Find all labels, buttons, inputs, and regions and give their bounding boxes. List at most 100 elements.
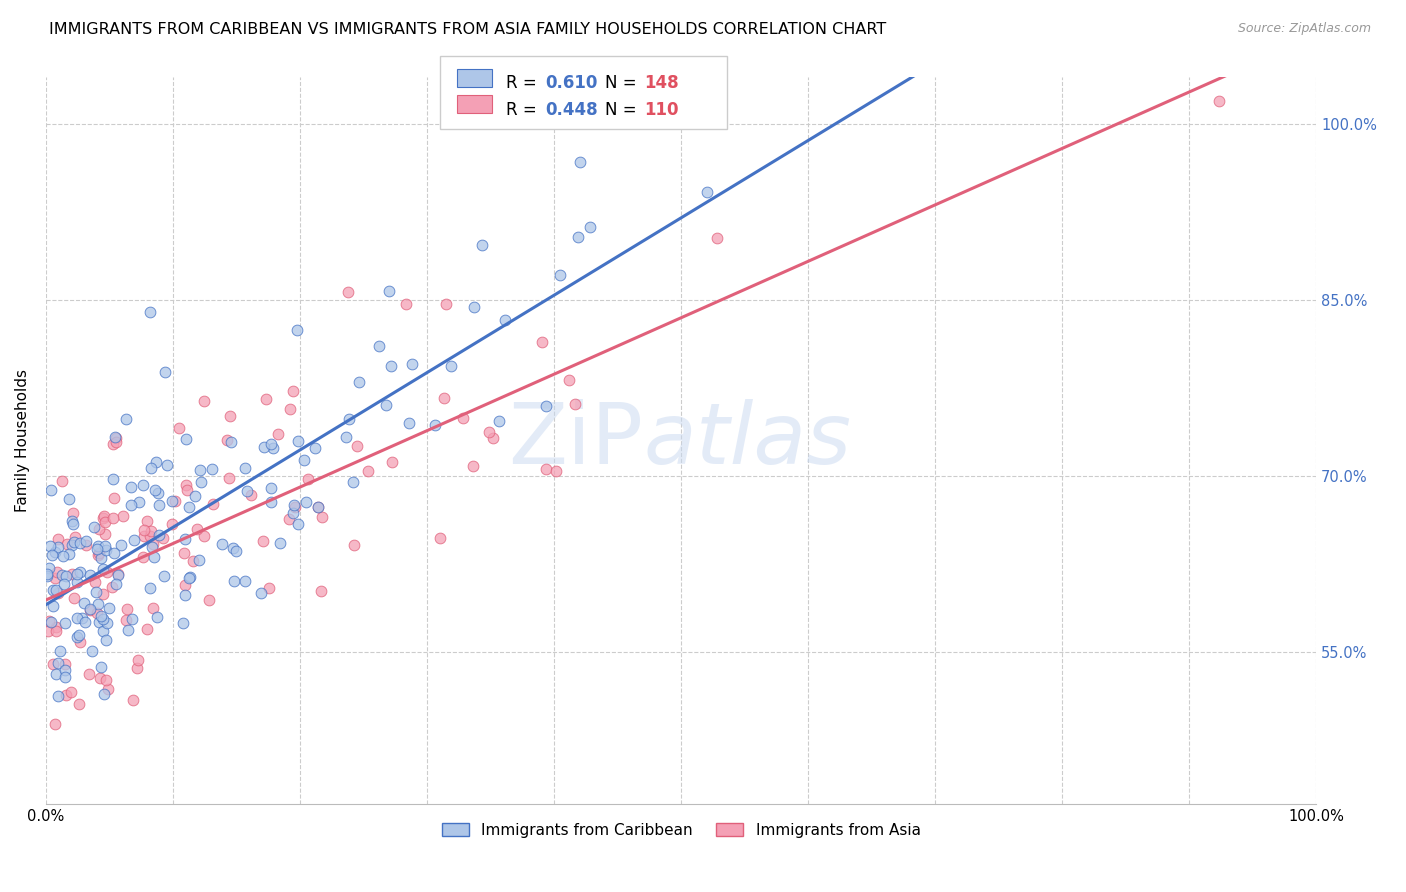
Point [132,478,155,492]
Point [578,219,600,234]
Point [225,544,247,558]
Point [58,547,80,561]
Point [304,441,326,455]
Point [51,568,73,582]
Point [83,520,105,534]
Point [132,529,155,543]
Point [42,583,65,598]
Point [46,532,69,546]
Point [139,305,162,319]
Point [262,441,284,455]
Point [278,512,301,526]
Point [375,398,398,412]
Point [103,491,125,505]
Point [136,622,159,636]
Point [259,581,281,595]
Point [337,411,360,425]
Point [41,657,63,672]
Point [45,583,67,598]
Text: 110: 110 [644,101,679,119]
Point [87,548,110,562]
Point [55,688,77,702]
Point [46,689,69,703]
Point [79,602,101,616]
Point [89,671,111,685]
Point [39,615,62,629]
Legend: Immigrants from Caribbean, Immigrants from Asia: Immigrants from Caribbean, Immigrants fr… [436,817,927,844]
Point [55,670,77,684]
Point [90,551,112,566]
Point [378,284,401,298]
Point [184,489,207,503]
Point [117,623,139,637]
Point [93,508,115,523]
Point [188,463,211,477]
Point [69,535,91,549]
Point [67,698,90,712]
Point [46,540,69,554]
Point [101,437,124,451]
Point [394,297,416,311]
Point [193,529,215,543]
Point [55,569,77,583]
Point [105,431,128,445]
Point [55,615,77,630]
Point [146,609,169,624]
Point [453,410,475,425]
Point [75,615,97,630]
Point [139,529,162,543]
Point [281,507,304,521]
Point [252,534,274,549]
Point [60,515,83,529]
Point [292,453,315,467]
Point [260,481,283,495]
Text: R =: R = [506,74,543,92]
Point [79,568,101,582]
Point [146,485,169,500]
Point [211,537,233,551]
Point [174,477,197,491]
Point [42,599,65,613]
Point [39,483,62,497]
Point [336,285,359,300]
Point [58,491,80,506]
Point [283,498,305,512]
Point [202,497,225,511]
Point [141,540,163,554]
Point [398,417,420,431]
Point [249,586,271,600]
Point [167,421,190,435]
Point [60,567,83,582]
Point [342,475,364,489]
Point [222,574,245,588]
Point [190,475,212,489]
Point [51,474,73,488]
Point [107,567,129,582]
Point [233,574,256,588]
Point [173,546,195,560]
Point [38,561,60,575]
Point [89,522,111,536]
Point [433,392,456,406]
Point [215,434,238,448]
Text: 148: 148 [644,74,679,92]
Point [120,498,142,512]
Point [103,471,125,485]
Point [46,657,69,671]
Point [101,580,124,594]
Point [152,531,174,545]
Point [307,500,329,514]
Point [79,602,101,616]
Point [56,537,79,551]
Point [90,660,112,674]
Point [1208,94,1230,108]
Point [160,516,183,531]
Point [132,549,155,564]
Point [135,514,157,528]
Point [35,569,58,583]
Point [110,538,132,552]
Point [41,549,63,563]
Point [124,533,146,547]
Point [101,510,124,524]
Point [107,568,129,582]
